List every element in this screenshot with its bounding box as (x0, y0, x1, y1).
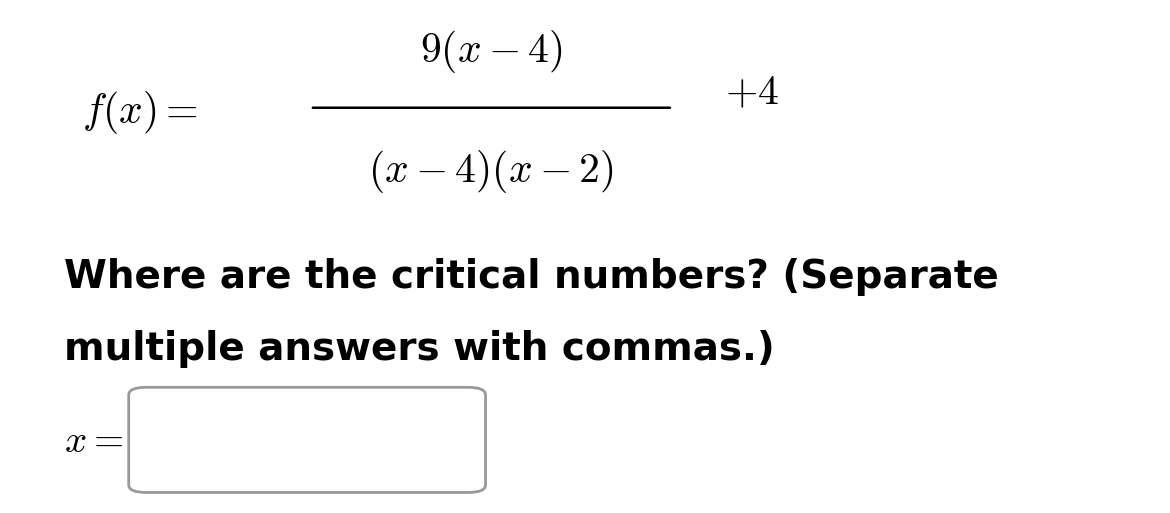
Text: multiple answers with commas.): multiple answers with commas.) (64, 330, 775, 368)
Text: $x =$: $x =$ (64, 422, 123, 460)
Text: $+4$: $+4$ (725, 71, 779, 113)
Text: $f(x) =$: $f(x) =$ (82, 89, 198, 136)
Text: $(x-4)(x-2)$: $(x-4)(x-2)$ (369, 148, 614, 195)
Text: Where are the critical numbers? (Separate: Where are the critical numbers? (Separat… (64, 258, 999, 296)
Text: $9(x-4)$: $9(x-4)$ (420, 28, 563, 75)
FancyBboxPatch shape (129, 387, 486, 492)
